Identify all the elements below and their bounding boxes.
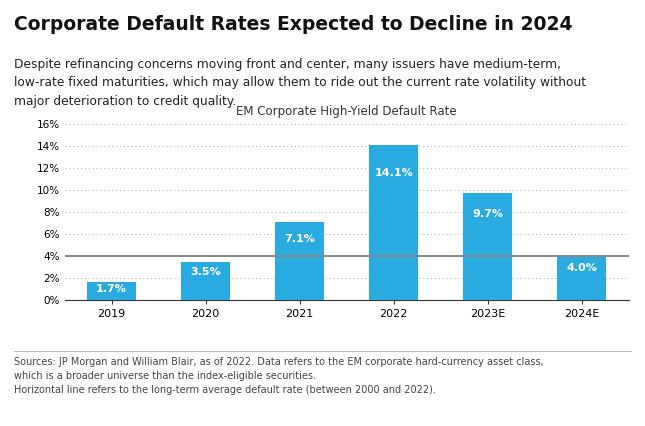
Bar [463,193,512,300]
Text: 3.5%: 3.5% [190,268,221,277]
Text: 7.1%: 7.1% [284,233,315,244]
Bar [557,256,606,300]
Text: 1.7%: 1.7% [96,285,127,294]
Text: Corporate Default Rates Expected to Decline in 2024: Corporate Default Rates Expected to Decl… [14,15,573,34]
Text: 9.7%: 9.7% [472,209,503,219]
Bar [369,144,418,300]
Bar [181,262,230,300]
Bar [275,222,324,300]
Text: 14.1%: 14.1% [374,168,413,178]
Title: EM Corporate High-Yield Default Rate: EM Corporate High-Yield Default Rate [236,105,457,118]
Text: Despite refinancing concerns moving front and center, many issuers have medium-t: Despite refinancing concerns moving fron… [14,58,586,107]
Text: 4.0%: 4.0% [566,263,597,273]
Text: Sources: JP Morgan and William Blair, as of 2022. Data refers to the EM corporat: Sources: JP Morgan and William Blair, as… [14,357,544,394]
Bar [87,282,136,300]
